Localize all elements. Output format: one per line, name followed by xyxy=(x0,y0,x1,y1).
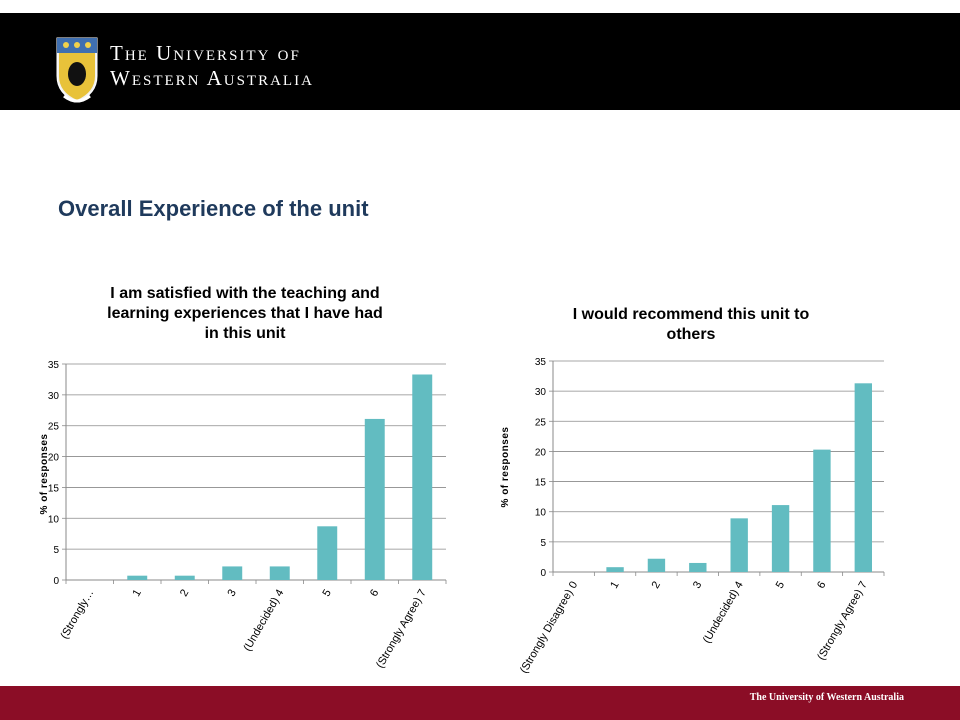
chart1-y-tick-label: 35 xyxy=(48,360,60,371)
chart2-y-tick-label: 15 xyxy=(535,478,547,489)
chart1-bar xyxy=(364,418,385,580)
chart1-y-tick-label: 20 xyxy=(48,453,60,464)
chart1-y-tick-label: 25 xyxy=(48,422,60,433)
chart1-bar xyxy=(174,575,195,580)
chart2-x-tick-label: 2 xyxy=(650,580,663,591)
university-name-line2: Western Australia xyxy=(110,66,314,90)
chart1-title-line: in this unit xyxy=(205,325,287,342)
chart2-y-tick-label: 5 xyxy=(540,538,546,549)
chart2-x-tick-label: 1 xyxy=(608,580,621,591)
university-name: The University of Western Australia xyxy=(110,41,314,91)
chart1-bar xyxy=(412,374,433,580)
chart2-bar xyxy=(854,383,873,572)
chart1-bar xyxy=(127,575,148,580)
chart1-y-tick-label: 30 xyxy=(48,391,60,402)
chart2-x-tick-label: 6 xyxy=(815,580,828,591)
chart1-x-tick-label: (Strongly… xyxy=(58,588,96,642)
chart1-y-tick-label: 15 xyxy=(48,483,60,494)
chart2-x-tick-label: 5 xyxy=(774,580,787,591)
chart2-title-line: others xyxy=(667,326,716,343)
chart1-y-tick-label: 10 xyxy=(48,514,60,525)
chart2-bar xyxy=(689,562,707,572)
chart1-title-line: I am satisfied with the teaching and xyxy=(110,285,379,302)
chart1-x-tick-label: 1 xyxy=(130,588,143,599)
university-name-line1: The University of xyxy=(110,41,301,65)
chart1-x-tick-label: 3 xyxy=(225,588,238,599)
chart1-bar xyxy=(317,526,338,580)
chart1-y-axis-label: % of responses xyxy=(39,434,50,515)
chart2-x-tick-label: (Undecided) 4 xyxy=(701,580,746,646)
chart1-y-tick-label: 0 xyxy=(53,576,59,587)
chart1-x-tick-label: (Undecided) 4 xyxy=(241,588,286,654)
chart2-y-tick-label: 0 xyxy=(540,568,546,579)
chart1-bar xyxy=(269,566,290,580)
chart2-bar xyxy=(606,567,624,572)
chart2-y-axis-label: % of responses xyxy=(500,427,511,508)
chart1-x-tick-label: 6 xyxy=(368,588,381,599)
chart1-x-tick-label: 2 xyxy=(178,588,191,599)
chart2-x-tick-label: (Strongly Disagree) 0 xyxy=(518,580,580,676)
chart1-x-tick-label: (Strongly Agree) 7 xyxy=(374,588,429,671)
chart2-y-tick-label: 20 xyxy=(535,447,547,458)
footer-text: The University of Western Australia xyxy=(749,692,904,703)
chart2-bar xyxy=(771,505,790,572)
chart2-bar xyxy=(730,518,748,572)
university-crest-icon xyxy=(56,37,98,103)
chart2-bar xyxy=(813,449,831,572)
chart2-x-tick-label: (Strongly Agree) 7 xyxy=(815,580,870,663)
chart2-y-tick-label: 35 xyxy=(535,357,547,368)
chart1-title-line: learning experiences that I have had xyxy=(107,305,383,322)
chart2-bar xyxy=(647,558,666,572)
chart2-y-tick-label: 25 xyxy=(535,417,547,428)
footer-bar: The University of Western Australia xyxy=(0,686,960,720)
chart2-y-tick-label: 30 xyxy=(535,387,547,398)
page-title: Overall Experience of the unit xyxy=(58,196,369,221)
chart1-bar xyxy=(222,566,243,580)
chart2-x-tick-label: 3 xyxy=(691,580,704,591)
chart1-y-tick-label: 5 xyxy=(53,545,59,556)
chart2-title-line: I would recommend this unit to xyxy=(573,306,810,323)
chart2-y-tick-label: 10 xyxy=(535,508,547,519)
chart1-x-tick-label: 5 xyxy=(320,588,333,599)
header-bar: The University of Western Australia xyxy=(0,13,960,110)
